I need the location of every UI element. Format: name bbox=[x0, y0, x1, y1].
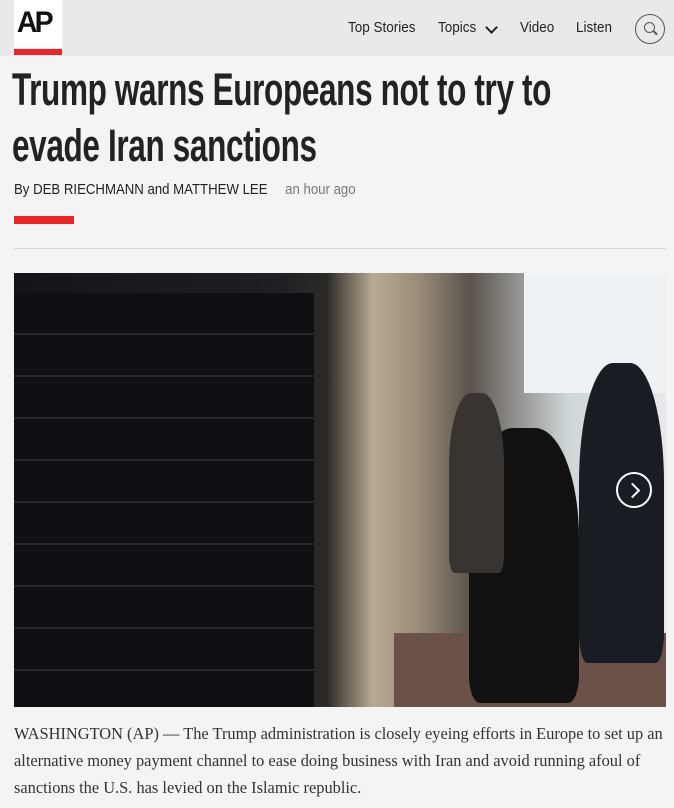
logo-text: AP bbox=[16, 6, 54, 39]
nav-video[interactable]: Video bbox=[520, 19, 555, 36]
photo-person bbox=[579, 363, 664, 663]
nav-listen[interactable]: Listen bbox=[576, 19, 613, 36]
authors[interactable]: By DEB RIECHMANN and MATTHEW LEE bbox=[14, 181, 268, 198]
photo-exchange-board bbox=[14, 293, 314, 707]
divider bbox=[14, 248, 666, 249]
top-bar bbox=[0, 0, 674, 56]
nav-topics[interactable]: Topics bbox=[438, 19, 477, 36]
search-icon[interactable] bbox=[635, 14, 665, 44]
ap-logo[interactable]: AP bbox=[14, 0, 62, 48]
next-photo-button[interactable] bbox=[616, 472, 652, 508]
logo-accent-bar bbox=[14, 49, 62, 55]
timestamp: an hour ago bbox=[285, 181, 356, 198]
photo-person bbox=[449, 393, 504, 573]
headline: Trump warns Europeans not to try to evad… bbox=[12, 64, 552, 171]
byline: By DEB RIECHMANN and MATTHEW LEE an hour … bbox=[14, 181, 356, 198]
nav-top-stories[interactable]: Top Stories bbox=[348, 19, 416, 36]
article-body: WASHINGTON (AP) — The Trump administrati… bbox=[14, 724, 663, 797]
accent-bar bbox=[14, 216, 74, 224]
article-photo[interactable] bbox=[14, 273, 666, 707]
